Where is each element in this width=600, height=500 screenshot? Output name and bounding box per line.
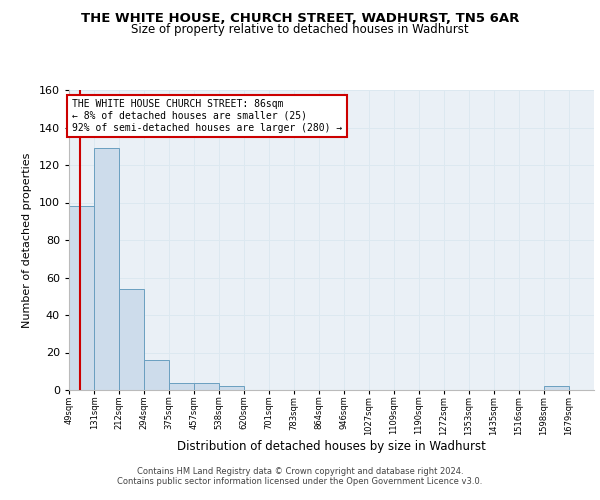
Text: Contains public sector information licensed under the Open Government Licence v3: Contains public sector information licen… (118, 477, 482, 486)
Bar (194, 382, 219, 390)
Text: THE WHITE HOUSE, CHURCH STREET, WADHURST, TN5 6AR: THE WHITE HOUSE, CHURCH STREET, WADHURST… (81, 12, 519, 26)
Bar (144, 360, 169, 390)
X-axis label: Distribution of detached houses by size in Wadhurst: Distribution of detached houses by size … (177, 440, 486, 453)
Bar (94, 148, 119, 390)
Bar (169, 382, 194, 390)
Bar (219, 386, 244, 390)
Bar (119, 289, 144, 390)
Y-axis label: Number of detached properties: Number of detached properties (22, 152, 32, 328)
Bar (544, 386, 569, 390)
Text: Size of property relative to detached houses in Wadhurst: Size of property relative to detached ho… (131, 22, 469, 36)
Bar (69, 206, 94, 390)
Text: THE WHITE HOUSE CHURCH STREET: 86sqm
← 8% of detached houses are smaller (25)
92: THE WHITE HOUSE CHURCH STREET: 86sqm ← 8… (72, 100, 343, 132)
Text: Contains HM Land Registry data © Crown copyright and database right 2024.: Contains HM Land Registry data © Crown c… (137, 467, 463, 476)
